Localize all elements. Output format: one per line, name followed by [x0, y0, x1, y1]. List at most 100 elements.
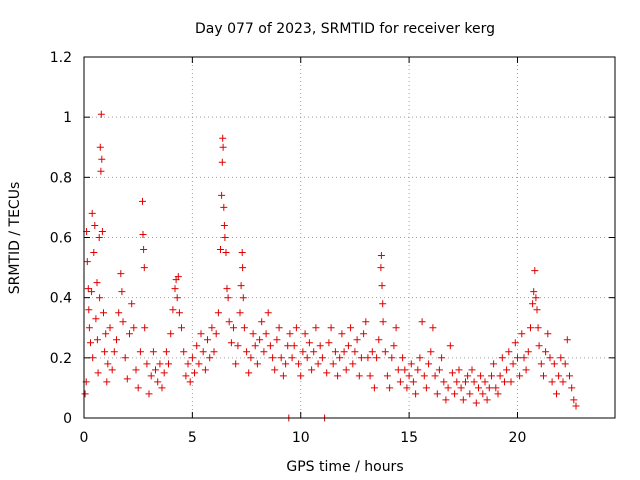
x-axis-label: GPS time / hours: [286, 459, 403, 475]
data-point: [95, 234, 103, 241]
data-point: [492, 384, 500, 392]
data-point: [158, 384, 166, 392]
data-point: [527, 324, 534, 332]
data-point: [392, 324, 400, 332]
data-point: [414, 366, 422, 374]
data-point: [503, 366, 511, 374]
data-point: [103, 378, 111, 386]
y-tick-label: 0.2: [50, 351, 72, 367]
data-point: [420, 372, 428, 380]
data-point: [237, 282, 245, 290]
data-point: [379, 300, 387, 308]
data-point: [238, 249, 246, 256]
data-point: [344, 342, 352, 350]
data-point: [425, 360, 433, 368]
data-point: [275, 324, 283, 332]
data-point: [277, 354, 285, 362]
data-point: [416, 354, 424, 362]
data-point: [101, 348, 109, 356]
data-point: [431, 372, 439, 380]
data-point: [470, 378, 478, 386]
data-point: [537, 360, 545, 368]
data-point: [377, 264, 385, 272]
y-axis-label: SRMTID / TECUs: [7, 182, 23, 295]
y-tick-label: 0.6: [50, 231, 72, 247]
data-point: [81, 390, 89, 398]
y-tick-label: 1: [63, 110, 72, 126]
data-point: [147, 372, 155, 380]
data-point: [498, 354, 506, 362]
data-point: [303, 354, 311, 362]
data-point: [143, 360, 151, 368]
data-point: [494, 390, 502, 398]
data-point: [559, 378, 567, 386]
data-point: [85, 306, 93, 314]
data-point: [305, 339, 313, 347]
data-point: [223, 285, 231, 293]
data-point: [182, 372, 190, 380]
data-point: [236, 309, 244, 317]
data-point: [295, 360, 303, 368]
x-tick-label: 20: [509, 430, 527, 446]
data-point: [217, 246, 224, 253]
data-point: [188, 354, 196, 362]
data-point: [529, 300, 537, 308]
data-point: [520, 354, 528, 362]
data-point: [572, 402, 580, 410]
x-tick-label: 0: [80, 430, 89, 446]
data-point: [561, 360, 569, 368]
data-point: [249, 330, 257, 338]
data-point: [479, 390, 487, 398]
data-point: [438, 354, 446, 362]
x-tick-label: 15: [400, 430, 418, 446]
data-point: [429, 324, 437, 332]
data-point: [488, 372, 495, 380]
data-point: [310, 348, 318, 356]
data-point: [130, 324, 138, 332]
data-point: [396, 378, 404, 386]
data-point: [444, 384, 452, 392]
data-point: [466, 390, 474, 398]
data-point: [174, 273, 182, 281]
data-point: [446, 342, 454, 350]
data-point: [239, 264, 247, 272]
data-point: [91, 222, 99, 229]
data-point: [318, 354, 326, 362]
data-point: [451, 390, 459, 398]
data-point: [323, 369, 331, 377]
data-point: [370, 384, 378, 392]
data-point: [141, 324, 149, 332]
data-point: [290, 342, 298, 350]
data-point: [509, 360, 517, 368]
data-point: [230, 324, 237, 332]
data-point: [262, 330, 270, 338]
data-point: [542, 348, 550, 356]
data-point: [507, 378, 515, 386]
data-point: [284, 342, 292, 350]
data-point: [459, 396, 467, 404]
data-point: [88, 209, 96, 217]
data-point: [232, 360, 240, 368]
data-point: [96, 143, 104, 151]
data-point: [106, 324, 114, 332]
data-point: [336, 354, 344, 362]
data-point: [353, 336, 361, 344]
data-point: [243, 348, 251, 356]
data-point: [532, 294, 540, 302]
data-point: [490, 360, 498, 368]
data-point: [468, 366, 476, 374]
x-tick-label: 10: [292, 430, 310, 446]
data-point: [548, 378, 556, 386]
data-point: [403, 384, 411, 392]
data-point: [448, 369, 456, 377]
data-point: [407, 360, 415, 368]
data-point: [351, 348, 359, 356]
data-point: [110, 348, 118, 356]
data-point: [368, 348, 376, 356]
data-point: [197, 330, 205, 338]
data-point: [253, 360, 261, 368]
data-point: [381, 348, 389, 356]
data-point: [347, 324, 355, 332]
data-point: [208, 324, 216, 332]
